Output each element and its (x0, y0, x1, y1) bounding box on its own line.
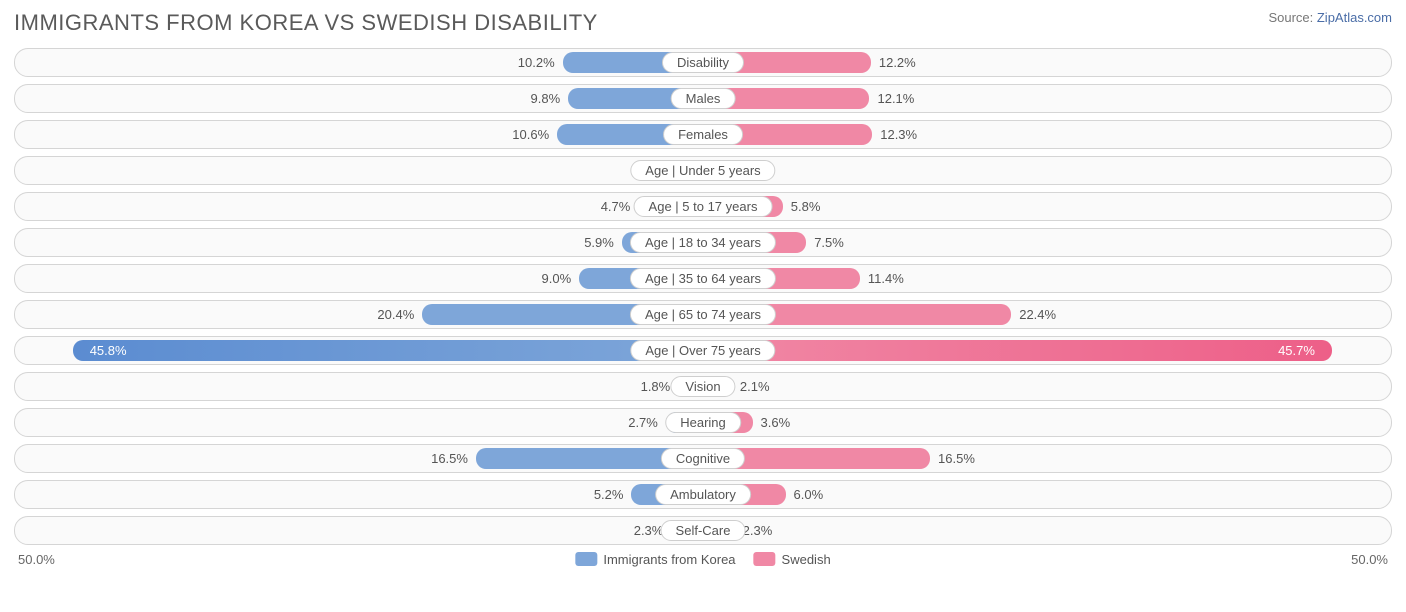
legend: Immigrants from Korea Swedish (575, 552, 830, 567)
pct-label-left: 2.7% (628, 409, 666, 436)
bar-right (703, 340, 1332, 361)
chart-row: 5.2% 6.0% Ambulatory (14, 480, 1392, 509)
category-label: Age | Over 75 years (630, 340, 775, 361)
category-label: Self-Care (661, 520, 746, 541)
category-label: Cognitive (661, 448, 745, 469)
pct-label-left: 9.8% (531, 85, 569, 112)
chart-row: 9.8% 12.1% Males (14, 84, 1392, 113)
category-label: Females (663, 124, 743, 145)
category-label: Age | 65 to 74 years (630, 304, 776, 325)
pct-label-right: 12.3% (872, 121, 917, 148)
pct-label-right: 3.6% (753, 409, 791, 436)
legend-swatch-left (575, 552, 597, 566)
header: IMMIGRANTS FROM KOREA VS SWEDISH DISABIL… (14, 10, 1392, 36)
chart-row: 5.9% 7.5% Age | 18 to 34 years (14, 228, 1392, 257)
category-label: Age | 18 to 34 years (630, 232, 776, 253)
pct-label-left: 16.5% (431, 445, 476, 472)
chart-title: IMMIGRANTS FROM KOREA VS SWEDISH DISABIL… (14, 10, 598, 36)
axis-max-left: 50.0% (18, 552, 55, 567)
legend-swatch-right (754, 552, 776, 566)
chart-row: 1.1%1.6%Age | Under 5 years (14, 156, 1392, 185)
pct-label-right: 12.1% (869, 85, 914, 112)
pct-label-right: 2.1% (732, 373, 770, 400)
chart-row: 16.5% 16.5% Cognitive (14, 444, 1392, 473)
pct-label-right: 16.5% (930, 445, 975, 472)
pct-label-right: 11.4% (860, 265, 904, 292)
pct-label-right: 7.5% (806, 229, 844, 256)
pct-label-left: 5.9% (584, 229, 622, 256)
chart-row: 1.8%2.1%Vision (14, 372, 1392, 401)
pct-label-left: 9.0% (542, 265, 580, 292)
source-link[interactable]: ZipAtlas.com (1317, 10, 1392, 25)
bar-left (73, 340, 703, 361)
pct-label-left: 45.8% (80, 337, 127, 364)
chart-row: 20.4% 22.4% Age | 65 to 74 years (14, 300, 1392, 329)
legend-item-right: Swedish (754, 552, 831, 567)
chart-row: 45.8% 45.7% Age | Over 75 years (14, 336, 1392, 365)
legend-label-left: Immigrants from Korea (603, 552, 735, 567)
category-label: Disability (662, 52, 744, 73)
pct-label-left: 20.4% (377, 301, 422, 328)
pct-label-left: 5.2% (594, 481, 632, 508)
pct-label-right: 12.2% (871, 49, 916, 76)
pct-label-right: 45.7% (1278, 337, 1325, 364)
category-label: Vision (670, 376, 735, 397)
chart-row: 10.6% 12.3% Females (14, 120, 1392, 149)
pct-label-left: 10.2% (518, 49, 563, 76)
category-label: Age | Under 5 years (630, 160, 775, 181)
chart-row: 2.3%2.3%Self-Care (14, 516, 1392, 545)
source-attribution: Source: ZipAtlas.com (1268, 10, 1392, 25)
chart-row: 9.0% 11.4% Age | 35 to 64 years (14, 264, 1392, 293)
chart-row: 10.2% 12.2% Disability (14, 48, 1392, 77)
category-label: Age | 35 to 64 years (630, 268, 776, 289)
source-prefix: Source: (1268, 10, 1316, 25)
pct-label-right: 22.4% (1011, 301, 1056, 328)
pct-label-left: 10.6% (512, 121, 557, 148)
category-label: Ambulatory (655, 484, 751, 505)
pct-label-right: 6.0% (786, 481, 824, 508)
category-label: Age | 5 to 17 years (634, 196, 773, 217)
category-label: Hearing (665, 412, 741, 433)
axis-max-right: 50.0% (1351, 552, 1388, 567)
chart-row: 2.7% 3.6% Hearing (14, 408, 1392, 437)
legend-label-right: Swedish (782, 552, 831, 567)
diverging-bar-chart: 10.2%12.2%Disability9.8%12.1%Males10.6%1… (14, 48, 1392, 545)
pct-label-right: 5.8% (783, 193, 821, 220)
chart-row: 4.7%5.8%Age | 5 to 17 years (14, 192, 1392, 221)
legend-item-left: Immigrants from Korea (575, 552, 735, 567)
category-label: Males (671, 88, 736, 109)
chart-footer: 50.0% Immigrants from Korea Swedish 50.0… (14, 552, 1392, 574)
